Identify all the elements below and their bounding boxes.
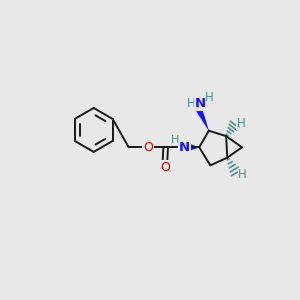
Text: O: O [143,141,153,154]
Text: N: N [195,97,206,110]
Text: N: N [178,141,190,154]
Text: H: H [187,97,196,110]
Text: H: H [237,116,245,130]
Polygon shape [190,144,199,151]
Text: H: H [238,169,247,182]
Text: O: O [160,161,170,174]
Polygon shape [196,109,209,131]
Text: H: H [171,135,179,145]
Text: H: H [205,92,214,104]
